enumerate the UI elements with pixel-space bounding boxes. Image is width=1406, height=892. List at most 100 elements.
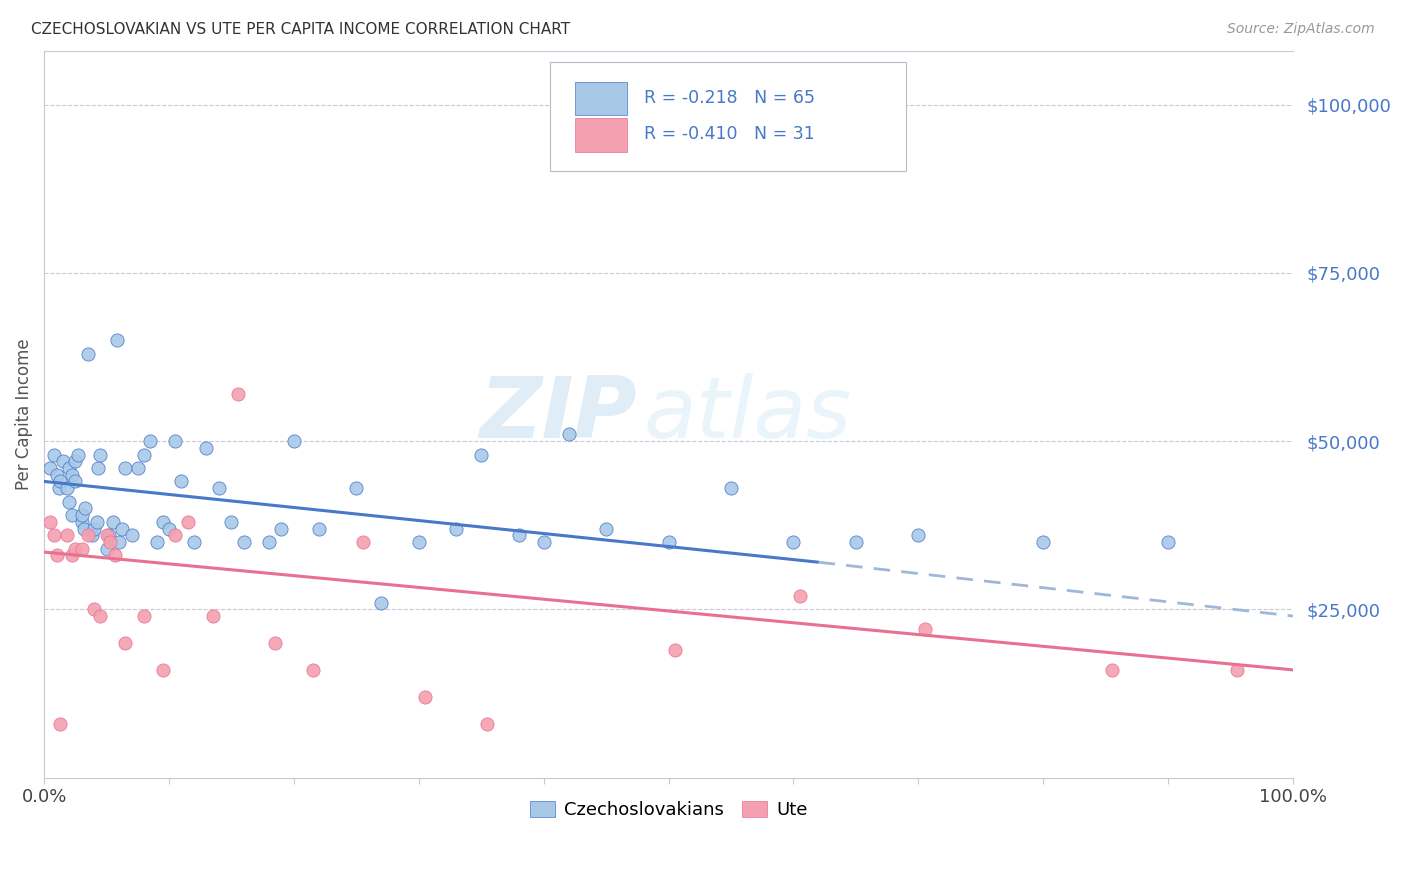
Point (101, 515, 124, 529)
FancyBboxPatch shape (575, 119, 627, 152)
Point (98, 528, 121, 542)
Text: atlas: atlas (644, 373, 852, 456)
Point (65, 475, 87, 489)
Text: CZECHOSLOVAKIAN VS UTE PER CAPITA INCOME CORRELATION CHART: CZECHOSLOVAKIAN VS UTE PER CAPITA INCOME… (31, 22, 569, 37)
Point (907, 528, 929, 542)
Point (165, 528, 187, 542)
Point (60, 549, 83, 563)
Text: R = -0.410   N = 31: R = -0.410 N = 31 (644, 125, 814, 144)
Point (139, 434, 162, 448)
Point (132, 609, 155, 624)
Point (83, 522, 105, 536)
Point (413, 690, 436, 704)
Point (789, 589, 811, 603)
Point (60, 508, 83, 522)
Point (157, 522, 180, 536)
Point (66, 448, 89, 462)
Point (65, 454, 87, 468)
Point (121, 528, 143, 542)
Point (177, 515, 200, 529)
Point (83, 602, 105, 616)
Point (533, 535, 555, 549)
Point (42, 448, 65, 462)
Point (201, 609, 224, 624)
Point (664, 642, 686, 657)
Point (232, 535, 254, 549)
FancyBboxPatch shape (575, 82, 627, 115)
Point (477, 716, 499, 731)
Y-axis label: Per Capita Income: Per Capita Income (15, 338, 32, 490)
Point (108, 535, 131, 549)
Point (408, 535, 430, 549)
Point (98, 535, 121, 549)
Point (89, 609, 111, 624)
Point (42, 528, 65, 542)
Point (70, 515, 93, 529)
Point (80, 528, 103, 542)
Point (76, 346, 98, 360)
Point (270, 522, 292, 536)
Point (39, 461, 62, 475)
Point (782, 535, 804, 549)
Point (110, 522, 132, 536)
Point (370, 596, 392, 610)
Point (55, 528, 77, 542)
Point (308, 522, 330, 536)
Point (87, 461, 110, 475)
Point (226, 387, 249, 401)
Point (657, 535, 679, 549)
Text: ZIP: ZIP (479, 373, 637, 456)
Point (86, 515, 108, 529)
Point (73, 522, 96, 536)
Point (114, 461, 136, 475)
Point (195, 441, 218, 455)
Point (75, 501, 97, 516)
Point (470, 448, 492, 462)
Point (45, 549, 67, 563)
Point (45, 467, 67, 482)
Point (444, 522, 467, 536)
Point (114, 636, 136, 650)
Point (165, 434, 187, 448)
Point (96, 541, 118, 556)
Point (221, 515, 243, 529)
Point (49, 716, 72, 731)
Point (595, 522, 617, 536)
Point (264, 636, 287, 650)
Point (55, 481, 77, 495)
Point (65, 541, 87, 556)
Point (127, 461, 149, 475)
Point (60, 467, 83, 482)
Point (183, 535, 205, 549)
Point (914, 623, 936, 637)
Point (58, 494, 80, 508)
Text: R = -0.218   N = 65: R = -0.218 N = 65 (644, 89, 814, 107)
Point (1157, 535, 1180, 549)
Point (70, 541, 93, 556)
Point (845, 535, 868, 549)
Point (283, 434, 305, 448)
Point (49, 475, 72, 489)
Point (104, 549, 127, 563)
Point (257, 535, 280, 549)
Point (52, 454, 75, 468)
Point (208, 481, 231, 495)
Point (70, 508, 93, 522)
Point (1101, 663, 1123, 677)
Point (132, 448, 155, 462)
Point (58, 461, 80, 475)
Point (301, 663, 323, 677)
Point (48, 481, 70, 495)
Point (557, 427, 579, 442)
Point (508, 528, 530, 542)
FancyBboxPatch shape (550, 62, 905, 170)
Point (76, 528, 98, 542)
Point (89, 448, 111, 462)
Point (145, 535, 167, 549)
Point (344, 481, 367, 495)
Point (152, 663, 174, 677)
Point (170, 475, 193, 489)
Point (152, 515, 174, 529)
Point (96, 528, 118, 542)
Point (105, 333, 128, 347)
